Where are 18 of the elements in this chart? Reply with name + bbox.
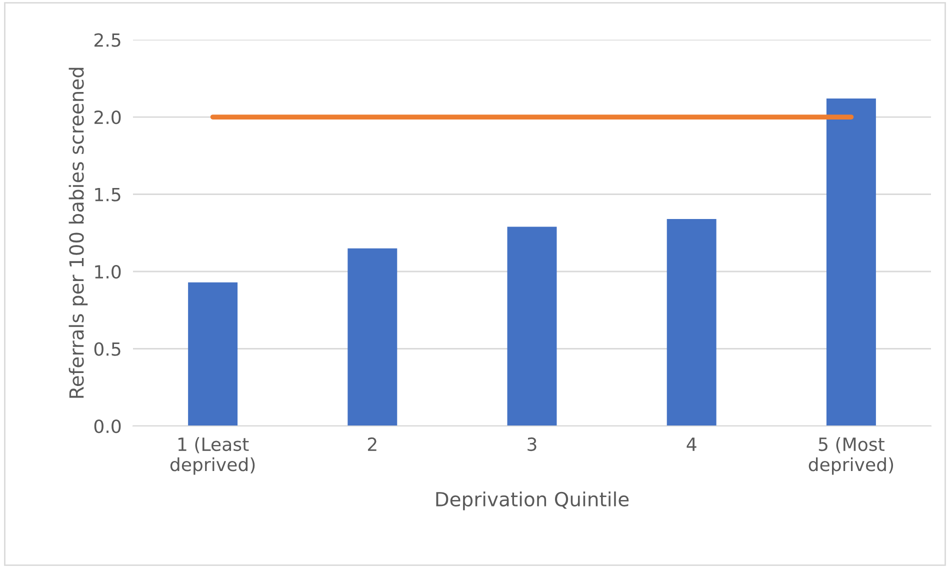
y-tick-label: 0.5 (94, 342, 120, 356)
bar (507, 226, 557, 426)
x-tick-label: 5 (Most deprived) (808, 437, 894, 475)
x-axis-title: Deprivation Quintile (436, 491, 629, 510)
y-tick-label: 1.5 (95, 188, 120, 202)
bar (188, 282, 238, 426)
bar (826, 98, 876, 426)
x-tick-label: 1 (Least deprived) (170, 437, 255, 475)
bar (666, 218, 716, 426)
y-tick-label: 0.0 (94, 419, 121, 434)
x-tick-label: 2 (368, 437, 376, 451)
y-tick-label: 2.0 (94, 110, 121, 124)
x-tick-label: 3 (528, 437, 536, 452)
bar (348, 248, 398, 426)
y-tick-label: 1.0 (95, 264, 121, 279)
x-tick-label: 4 (686, 438, 696, 451)
y-axis-title: Referrals per 100 babies screened (68, 68, 88, 398)
y-tick-label: 2.5 (94, 33, 120, 47)
